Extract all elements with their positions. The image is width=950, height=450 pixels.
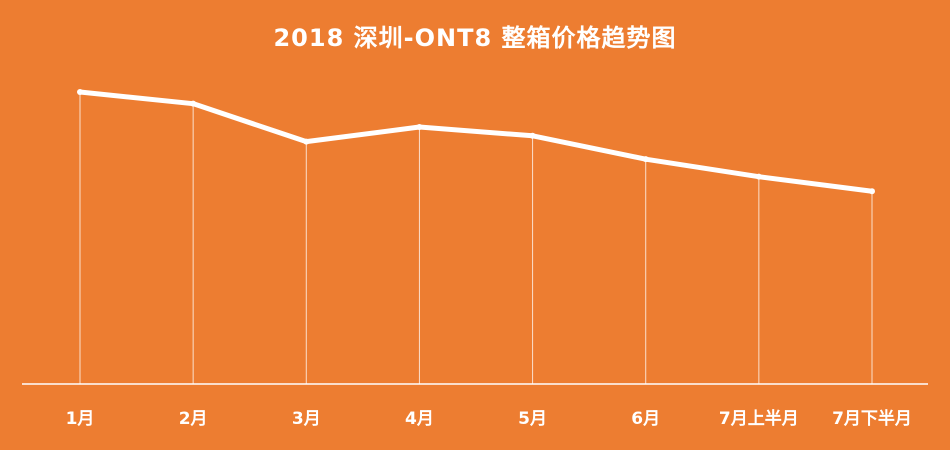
data-point-5 bbox=[529, 132, 536, 139]
data-point-3 bbox=[303, 138, 310, 145]
data-point-4 bbox=[416, 124, 423, 131]
data-point-2 bbox=[190, 100, 197, 107]
x-tick-label-1: 1月 bbox=[66, 409, 95, 429]
chart-title: 2018 深圳-ONT8 整箱价格趋势图 bbox=[273, 24, 677, 52]
x-tick-label-2: 2月 bbox=[179, 409, 208, 429]
data-point-7 bbox=[755, 173, 762, 180]
x-tick-label-3: 3月 bbox=[292, 409, 321, 429]
x-tick-label-5: 5月 bbox=[518, 409, 547, 429]
series-line bbox=[77, 89, 875, 194]
x-tick-label-6: 6月 bbox=[631, 409, 660, 429]
x-tick-label-7: 7月上半月 bbox=[719, 408, 799, 429]
data-point-1 bbox=[77, 89, 83, 95]
data-point-8 bbox=[869, 188, 875, 195]
x-tick-label-4: 4月 bbox=[405, 409, 434, 429]
data-point-6 bbox=[642, 156, 649, 163]
x-tick-label-8: 7月下半月 bbox=[832, 408, 912, 429]
